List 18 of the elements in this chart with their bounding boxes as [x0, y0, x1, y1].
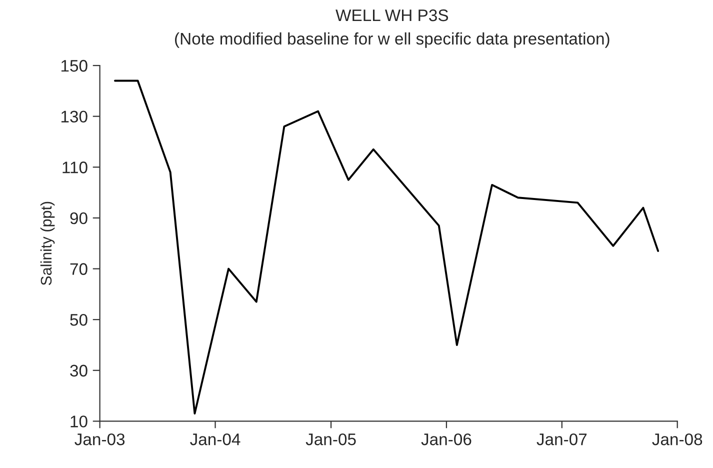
x-tick-label: Jan-03 — [74, 433, 125, 446]
y-tick-label: 110 — [62, 162, 88, 174]
y-tick-label: 130 — [61, 110, 88, 123]
x-tick-label: Jan-05 — [306, 433, 356, 446]
x-tick-label: Jan-07 — [536, 433, 587, 446]
chart-title: WELL WH P3S — [336, 9, 448, 22]
y-tick-label: 50 — [70, 314, 88, 326]
chart-subtitle: (Note modified baseline for w ell specific data presentation) — [175, 32, 610, 48]
y-tick-label: 70 — [70, 263, 88, 275]
y-tick-label: 90 — [70, 212, 88, 224]
y-tick-label: 10 — [70, 416, 88, 428]
line-series — [114, 80, 660, 415]
y-tick-label: 30 — [70, 364, 88, 377]
x-tick-label: Jan-04 — [190, 433, 240, 446]
x-tick-label: Jan-08 — [652, 433, 702, 446]
y-tick-label: 150 — [61, 60, 88, 72]
y-axis-title: Salinity (ppt) — [40, 202, 55, 286]
x-tick-label: Jan-06 — [421, 433, 472, 446]
